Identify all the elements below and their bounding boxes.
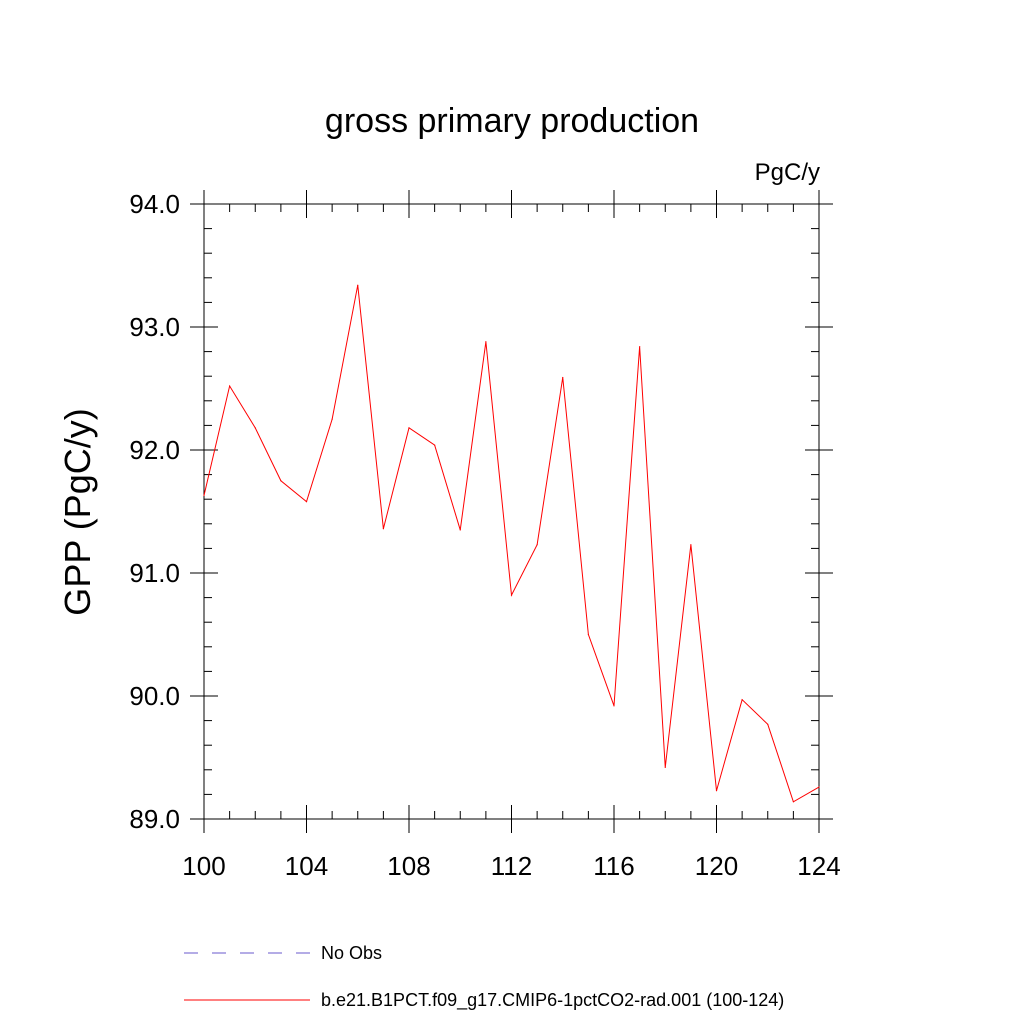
data-point	[229, 385, 231, 387]
y-tick-labels: 89.0 90.0 91.0 92.0 93.0 94.0	[129, 189, 180, 834]
data-point	[382, 528, 384, 530]
series-line	[203, 285, 820, 803]
x-tick-label: 112	[491, 851, 532, 881]
data-point	[613, 705, 615, 707]
data-point	[203, 494, 205, 497]
legend-label-no-obs: No Obs	[321, 943, 382, 963]
data-point	[536, 544, 538, 546]
data-point	[331, 418, 333, 420]
units-label: PgC/y	[755, 159, 820, 186]
data-point	[357, 284, 359, 286]
data-point	[792, 801, 794, 803]
minor-ticks	[203, 203, 820, 820]
data-point	[715, 790, 718, 792]
data-point	[818, 786, 820, 788]
data-point	[305, 501, 308, 503]
legend-label-model: b.e21.B1PCT.f09_g17.CMIP6-1pctCO2-rad.00…	[321, 990, 784, 1011]
data-point	[408, 427, 410, 429]
data-point	[485, 341, 487, 343]
legend: No Obs b.e21.B1PCT.f09_g17.CMIP6-1pctCO2…	[184, 943, 784, 1011]
data-point	[639, 346, 641, 348]
x-tick-label: 120	[695, 851, 738, 881]
x-tick-label: 100	[182, 851, 225, 881]
y-tick-label: 93.0	[129, 312, 180, 342]
data-point	[587, 633, 589, 636]
x-tick-label: 108	[387, 851, 430, 881]
data-point	[690, 544, 692, 546]
chart-title: gross primary production	[325, 102, 699, 140]
x-tick-labels: 100 104 108 112 116 120 124	[182, 851, 840, 881]
data-point	[434, 444, 436, 446]
plot-frame	[203, 203, 820, 820]
x-tick-label: 124	[797, 851, 840, 881]
y-axis-label: GPP (PgC/y)	[57, 408, 98, 615]
data-point	[741, 699, 743, 701]
y-tick-label: 91.0	[129, 558, 180, 588]
data-point	[562, 376, 564, 379]
data-point	[459, 529, 461, 531]
y-tick-label: 89.0	[129, 804, 180, 834]
y-tick-label: 92.0	[129, 435, 180, 465]
x-tick-label: 104	[285, 851, 328, 881]
data-point	[280, 480, 282, 482]
data-point	[510, 594, 513, 596]
data-point	[254, 427, 256, 429]
y-tick-label: 90.0	[129, 681, 180, 711]
major-ticks	[190, 190, 833, 833]
x-tick-label: 116	[593, 851, 634, 881]
y-tick-label: 94.0	[129, 189, 180, 219]
data-point	[767, 723, 769, 725]
data-point	[664, 766, 666, 768]
series-layer	[203, 284, 820, 803]
